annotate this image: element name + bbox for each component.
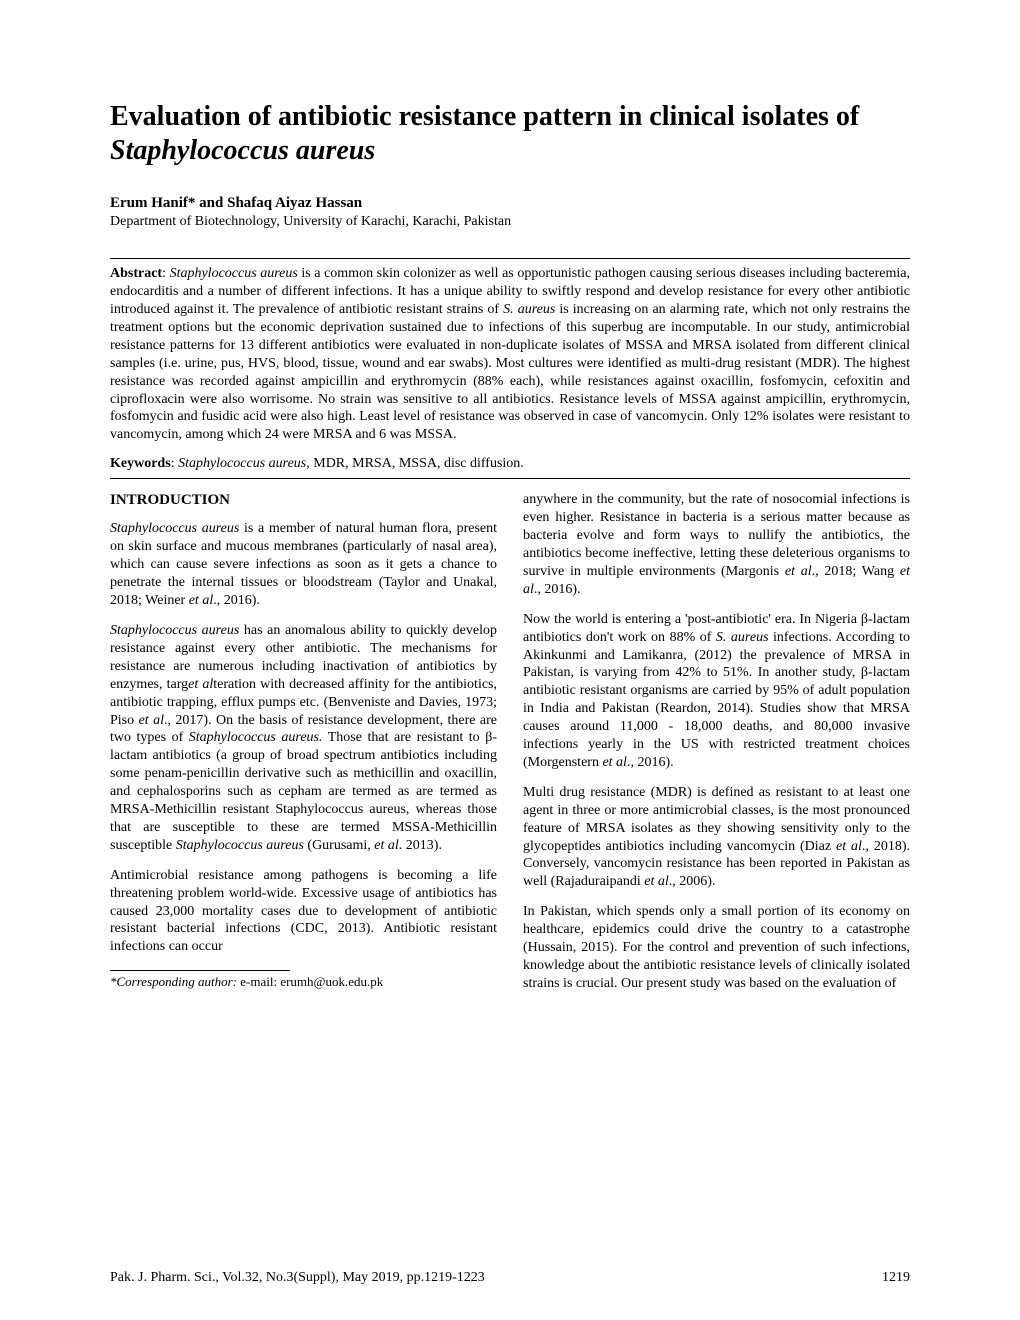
abstract: Abstract: Staphylococcus aureus is a com…	[110, 259, 910, 450]
title-line2: Staphylococcus aureus	[110, 135, 375, 166]
abstract-body2: is increasing on an alarming rate, which…	[110, 302, 910, 442]
left-column: INTRODUCTION Staphylococcus aureus is a …	[110, 491, 497, 1005]
rule-bottom	[110, 478, 910, 479]
right-column: anywhere in the community, but the rate …	[523, 491, 910, 1005]
rp2-it1: S. aureus	[716, 630, 769, 645]
p2-it4: Staphylococcus aureus	[176, 838, 304, 853]
intro-para-3: Antimicrobial resistance among pathogens…	[110, 867, 497, 957]
corr-label: *Corresponding author:	[110, 974, 237, 989]
authors: Erum Hanif* and Shafaq Aiyaz Hassan	[110, 195, 910, 212]
p2d: Those that are resistant to β-lactam ant…	[110, 730, 497, 852]
p2-it2: et al	[139, 713, 164, 728]
right-para-3: Multi drug resistance (MDR) is defined a…	[523, 784, 910, 891]
abstract-label: Abstract	[110, 266, 162, 281]
p1-it2: et al	[189, 593, 214, 608]
abstract-it2: S. aureus	[503, 302, 555, 317]
two-column-body: INTRODUCTION Staphylococcus aureus is a …	[110, 491, 910, 1005]
keywords: Keywords: Staphylococcus aureus, MDR, MR…	[110, 450, 910, 478]
rp2b: infections. According to Akinkunmi and L…	[523, 630, 910, 770]
right-para-2: Now the world is entering a 'post-antibi…	[523, 611, 910, 772]
footer-journal-info: Pak. J. Pharm. Sci., Vol.32, No.3(Suppl)…	[110, 1270, 485, 1286]
intro-para-1: Staphylococcus aureus is a member of nat…	[110, 520, 497, 610]
rp2-it2: et al	[602, 755, 627, 770]
corresponding-rule	[110, 970, 290, 971]
rp1-it1: et al	[785, 564, 812, 579]
keywords-label: Keywords	[110, 456, 171, 471]
rp3-it1: et al	[836, 839, 862, 854]
keywords-rest: , MDR, MRSA, MSSA, disc diffusion.	[306, 456, 524, 471]
p2e: (Gurusami,	[304, 838, 374, 853]
rp1c: ., 2016).	[534, 582, 581, 597]
article-title: Evaluation of antibiotic resistance patt…	[110, 100, 910, 167]
corresponding-author: *Corresponding author: e-mail: erumh@uok…	[110, 974, 497, 991]
affiliation: Department of Biotechnology, University …	[110, 214, 910, 230]
right-para-4: In Pakistan, which spends only a small p…	[523, 903, 910, 993]
corr-text: e-mail: erumh@uok.edu.pk	[237, 974, 383, 989]
p2-it1: Staphylococcus aureus	[110, 623, 239, 638]
p2-etal: et al	[188, 677, 213, 692]
keywords-italic: Staphylococcus aureus	[178, 456, 306, 471]
introduction-heading: INTRODUCTION	[110, 491, 497, 510]
p1-it: Staphylococcus aureus	[110, 521, 239, 536]
p2-it5: et al	[374, 838, 399, 853]
p2-it3: Staphylococcus aureus.	[189, 730, 323, 745]
intro-para-2: Staphylococcus aureus has an anomalous a…	[110, 622, 497, 855]
title-line1: Evaluation of antibiotic resistance patt…	[110, 101, 859, 132]
rp2c: ., 2016).	[627, 755, 674, 770]
abstract-it1: Staphylococcus aureus	[170, 266, 298, 281]
p2f: . 2013).	[399, 838, 442, 853]
rp3-it2: et al	[644, 874, 669, 889]
page-footer: Pak. J. Pharm. Sci., Vol.32, No.3(Suppl)…	[110, 1270, 910, 1286]
rp1b: ., 2018; Wang	[812, 564, 900, 579]
right-para-1: anywhere in the community, but the rate …	[523, 491, 910, 598]
rp3c: ., 2006).	[669, 874, 716, 889]
p1-tail: ., 2016).	[213, 593, 260, 608]
footer-page-number: 1219	[882, 1270, 910, 1286]
abstract-colon: :	[162, 266, 169, 281]
